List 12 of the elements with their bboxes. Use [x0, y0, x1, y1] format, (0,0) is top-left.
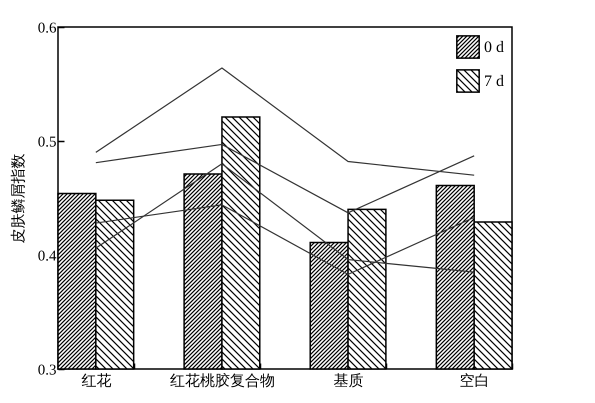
- legend-label: 0 d: [484, 39, 504, 56]
- y-axis-title: 皮肤鳞屑指数: [10, 154, 27, 244]
- legend-label: 7 d: [484, 73, 504, 90]
- x-tick-label: 空白: [460, 372, 490, 390]
- x-tick-label: 基质: [334, 372, 364, 390]
- y-tick-label: 0.5: [38, 134, 56, 150]
- y-tick-label: 0.6: [38, 20, 57, 36]
- x-tick-label: 红花桃胶复合物: [170, 372, 275, 390]
- y-tick-label: 0.4: [38, 248, 57, 264]
- line-series: [95, 163, 475, 273]
- x-tick-label: 红花: [81, 372, 112, 390]
- y-tick-label: 0.3: [38, 362, 56, 378]
